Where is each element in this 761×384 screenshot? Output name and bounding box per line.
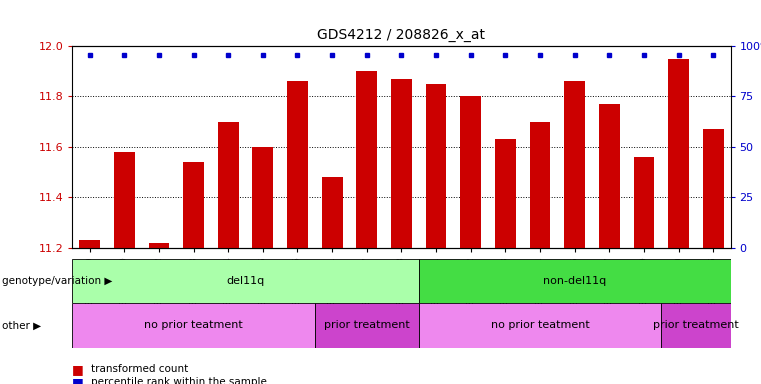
Title: GDS4212 / 208826_x_at: GDS4212 / 208826_x_at (317, 28, 486, 42)
Bar (356, 71, 377, 248)
Text: prior treatment: prior treatment (653, 320, 739, 331)
Text: other ▶: other ▶ (2, 320, 40, 331)
Bar (425, 84, 447, 248)
Bar (703, 129, 724, 248)
Text: del11q: del11q (227, 276, 265, 286)
Bar (419, 303, 661, 348)
Bar (72, 259, 419, 303)
Text: no prior teatment: no prior teatment (144, 320, 243, 331)
Text: percentile rank within the sample: percentile rank within the sample (91, 377, 267, 384)
Bar (322, 177, 342, 248)
Text: prior treatment: prior treatment (324, 320, 409, 331)
Bar (530, 122, 550, 248)
Text: non-del11q: non-del11q (543, 276, 607, 286)
Text: genotype/variation ▶: genotype/variation ▶ (2, 276, 112, 286)
Bar (599, 104, 619, 248)
Text: ■: ■ (72, 363, 84, 376)
Bar (218, 122, 239, 248)
Bar (287, 81, 308, 248)
Bar (661, 303, 731, 348)
Bar (460, 96, 481, 248)
Bar (419, 259, 731, 303)
Text: transformed count: transformed count (91, 364, 189, 374)
Bar (253, 147, 273, 248)
Text: no prior teatment: no prior teatment (491, 320, 589, 331)
Bar (183, 162, 204, 248)
Bar (114, 152, 135, 248)
Bar (564, 81, 585, 248)
Bar (495, 139, 516, 248)
Bar (668, 59, 689, 248)
Bar (391, 79, 412, 248)
Bar (79, 240, 100, 248)
Bar (148, 243, 169, 248)
Bar (72, 303, 315, 348)
Bar (634, 157, 654, 248)
Text: ■: ■ (72, 376, 84, 384)
Bar (315, 303, 419, 348)
